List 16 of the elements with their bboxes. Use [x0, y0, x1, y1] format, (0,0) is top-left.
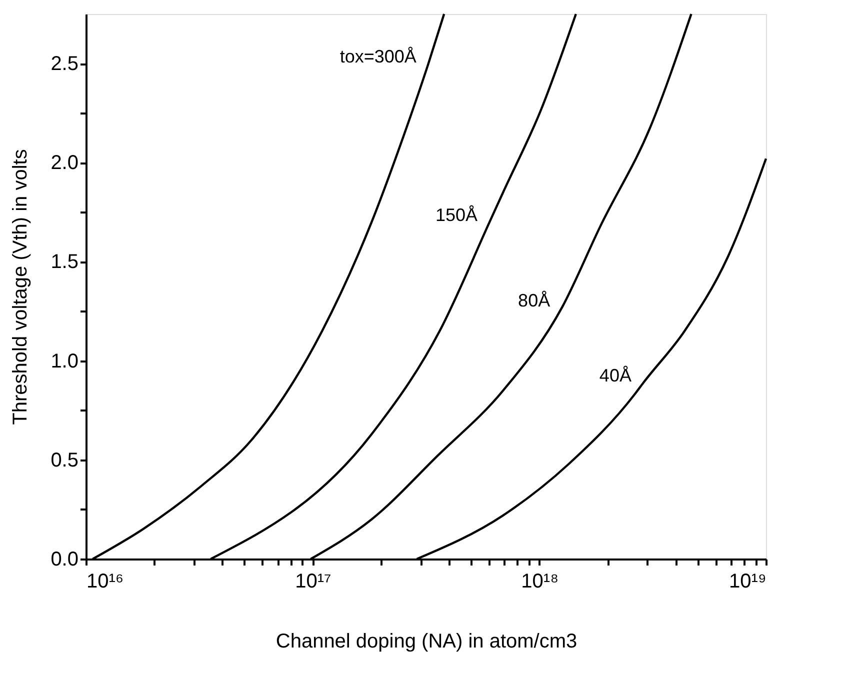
y-tick-label: 0.0	[50, 548, 78, 570]
x-tick-label: 10¹⁷	[295, 570, 332, 592]
x-tick-label: 10¹⁸	[521, 570, 559, 592]
y-tick-label: 0.5	[50, 449, 78, 472]
y-tick-label: 2.5	[50, 53, 78, 76]
annotation: 150Å	[435, 205, 478, 226]
annotation: 80Å	[518, 290, 550, 310]
annotation: tox=300Å	[340, 46, 416, 67]
y-tick-label: 1.0	[50, 350, 78, 372]
y-tick-label: 2.0	[50, 152, 78, 174]
y-tick-label: 1.5	[50, 251, 78, 274]
x-tick-label: 10¹⁹	[729, 570, 766, 592]
x-tick-label: 10¹⁶	[86, 570, 124, 592]
y-axis-title: Threshold voltage (Vth) in volts	[10, 149, 32, 425]
x-axis-title: Channel doping (NA) in atom/cm3	[276, 630, 578, 652]
annotation: 40Å	[599, 366, 632, 386]
